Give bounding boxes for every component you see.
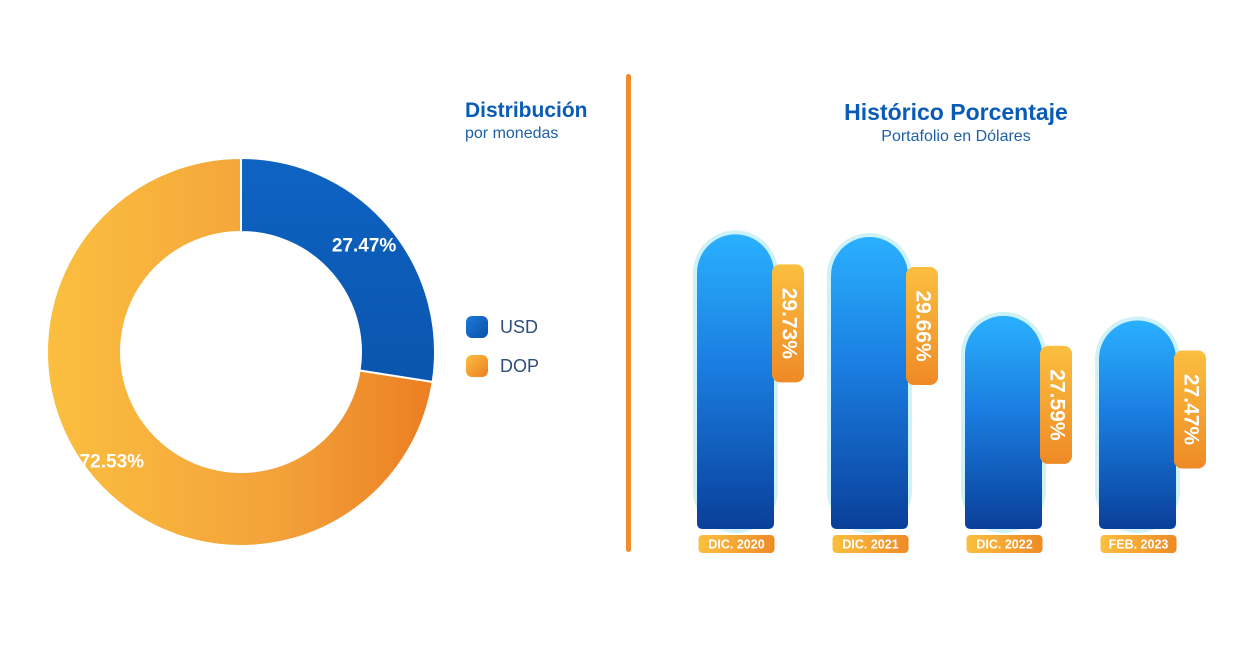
category-label-dic-2022: DIC. 2022 bbox=[976, 537, 1032, 551]
legend-swatch-dop bbox=[466, 355, 488, 377]
distribution-subtitle: por monedas bbox=[465, 125, 559, 142]
category-label-dic-2020: DIC. 2020 bbox=[708, 537, 764, 551]
value-tab-dic-2022 bbox=[1040, 345, 1072, 464]
bar-dic-2022 bbox=[965, 315, 1042, 529]
donut-legend: USD DOP bbox=[466, 316, 539, 377]
section-divider bbox=[626, 74, 631, 552]
donut-chart: 27.47% 72.53% bbox=[46, 156, 436, 547]
legend-item-dop: DOP bbox=[466, 355, 539, 377]
history-subtitle: Portafolio en Dólares bbox=[881, 128, 1031, 145]
bar-chart: 29.73% DIC. 2020 29.66% DIC. 2021 27.59% DIC.… bbox=[693, 230, 1206, 553]
legend-item-usd: USD bbox=[466, 316, 539, 338]
value-tab-dic-2021 bbox=[906, 267, 938, 386]
bar-feb-2023 bbox=[1099, 320, 1176, 529]
history-title: Histórico Porcentaje bbox=[844, 99, 1068, 125]
category-label-dic-2021: DIC. 2021 bbox=[842, 537, 898, 551]
bar-dic-2020 bbox=[697, 234, 774, 529]
category-pill-feb-2023 bbox=[1100, 535, 1177, 553]
category-pill-dic-2022 bbox=[966, 535, 1043, 553]
category-label-feb-2023: FEB. 2023 bbox=[1109, 537, 1169, 551]
category-pill-dic-2020 bbox=[698, 535, 775, 553]
value-tab-feb-2023 bbox=[1174, 350, 1206, 469]
value-tab-dic-2020 bbox=[772, 264, 804, 383]
value-label-dic-2020: 29.73% bbox=[777, 288, 800, 360]
value-label-dic-2022: 27.59% bbox=[1045, 369, 1068, 441]
legend-swatch-usd bbox=[466, 316, 488, 338]
distribution-title-block: Distribución por monedas bbox=[465, 99, 588, 143]
history-title-block: Histórico Porcentaje Portafolio en Dólar… bbox=[790, 99, 1122, 146]
value-label-dic-2021: 29.66% bbox=[911, 290, 934, 362]
distribution-title: Distribución bbox=[465, 99, 588, 122]
bar-dic-2021 bbox=[831, 237, 908, 529]
donut-label-dop: 72.53% bbox=[80, 452, 145, 473]
category-pill-dic-2021 bbox=[832, 535, 909, 553]
donut-slice-dop bbox=[46, 156, 434, 547]
donut-label-usd: 27.47% bbox=[332, 236, 397, 257]
value-label-feb-2023: 27.47% bbox=[1179, 374, 1202, 446]
donut-slice-usd bbox=[240, 156, 436, 384]
legend-label-usd: USD bbox=[500, 316, 539, 337]
legend-label-dop: DOP bbox=[500, 355, 540, 376]
